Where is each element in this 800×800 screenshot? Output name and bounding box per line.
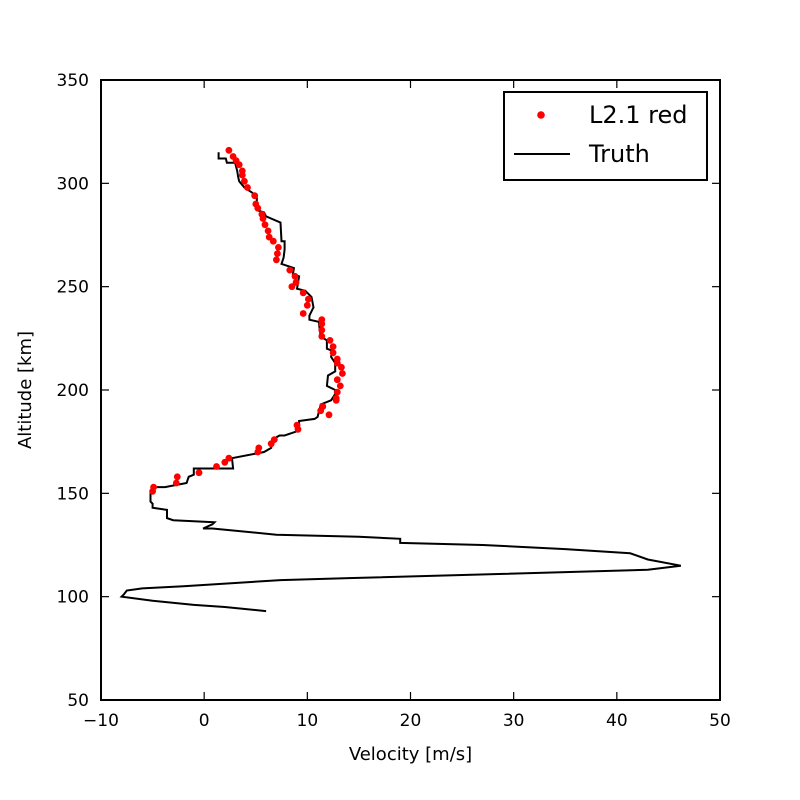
data-point-l21-red (269, 237, 277, 245)
data-point-l21-red (254, 204, 262, 212)
axes: −10 0 10 20 30 40 50 50 100 150 200 250 300 350 (57, 71, 731, 731)
x-tick-label: 50 (709, 711, 731, 731)
data-point-l21-red (294, 425, 302, 433)
legend-label-l21-red: L2.1 red (589, 101, 688, 129)
data-point-l21-red (267, 440, 275, 448)
data-point-l21-red (299, 289, 307, 297)
data-point-l21-red (318, 320, 326, 328)
y-tick-label: 300 (57, 174, 89, 194)
data-point-l21-red (317, 407, 325, 415)
legend: L2.1 red Truth (503, 91, 708, 181)
data-point-l21-red (326, 337, 334, 344)
x-tick-label: 30 (503, 711, 525, 731)
y-tick-label: 50 (67, 691, 89, 711)
data-point-l21-red (288, 283, 296, 291)
data-point-l21-red (318, 326, 326, 334)
legend-label-truth: Truth (588, 140, 650, 168)
data-point-l21-red (251, 192, 259, 200)
data-point-l21-red (336, 382, 344, 390)
y-tick-label: 150 (57, 484, 89, 504)
data-point-l21-red (221, 458, 229, 466)
data-point-l21-red (238, 171, 246, 179)
data-point-l21-red (225, 146, 233, 154)
data-point-l21-red (303, 301, 311, 309)
y-tick-label: 100 (57, 588, 89, 608)
data-point-l21-red (329, 349, 337, 357)
x-tick-label: −10 (83, 711, 119, 731)
y-tick-label: 200 (57, 381, 89, 401)
y-tick-label: 350 (57, 71, 89, 91)
data-point-l21-red (254, 448, 262, 456)
data-point-l21-red (172, 479, 180, 487)
x-tick-label: 20 (400, 711, 422, 731)
data-point-l21-red (299, 310, 307, 317)
data-point-l21-red (259, 215, 267, 222)
y-axis-label: Altitude [km] (15, 331, 36, 449)
x-tick-label: 40 (606, 711, 628, 731)
data-point-l21-red (333, 359, 341, 367)
data-point-l21-red (173, 473, 181, 481)
data-point-l21-red (286, 266, 294, 274)
legend-box (503, 91, 708, 181)
data-point-l21-red (291, 272, 299, 280)
data-point-l21-red (275, 244, 282, 251)
x-tick-label: 10 (297, 711, 319, 731)
x-axis-label: Velocity [m/s] (349, 744, 472, 765)
data-point-l21-red (333, 388, 341, 396)
data-point-l21-red (244, 184, 251, 191)
data-point-l21-red (332, 396, 340, 404)
data-point-l21-red (274, 250, 281, 257)
x-tick-label: 0 (199, 711, 210, 731)
data-point-l21-red (241, 177, 248, 185)
data-point-l21-red (318, 332, 326, 340)
data-point-l21-red (329, 343, 337, 350)
data-point-l21-red (338, 363, 345, 371)
data-point-l21-red (261, 221, 269, 229)
data-point-l21-red (149, 487, 157, 495)
data-point-l21-red (264, 227, 272, 235)
data-point-l21-red (325, 411, 333, 419)
data-point-l21-red (292, 279, 300, 286)
data-point-l21-red (235, 161, 243, 169)
data-point-l21-red (273, 256, 280, 264)
data-point-l21-red (213, 463, 220, 470)
data-point-l21-red (195, 469, 203, 477)
data-point-l21-red (305, 295, 312, 303)
data-point-l21-red (333, 376, 341, 384)
data-point-l21-red (339, 370, 346, 377)
plot-area (119, 146, 681, 613)
y-tick-label: 250 (57, 278, 89, 298)
legend-marker-l21-red (537, 111, 545, 119)
